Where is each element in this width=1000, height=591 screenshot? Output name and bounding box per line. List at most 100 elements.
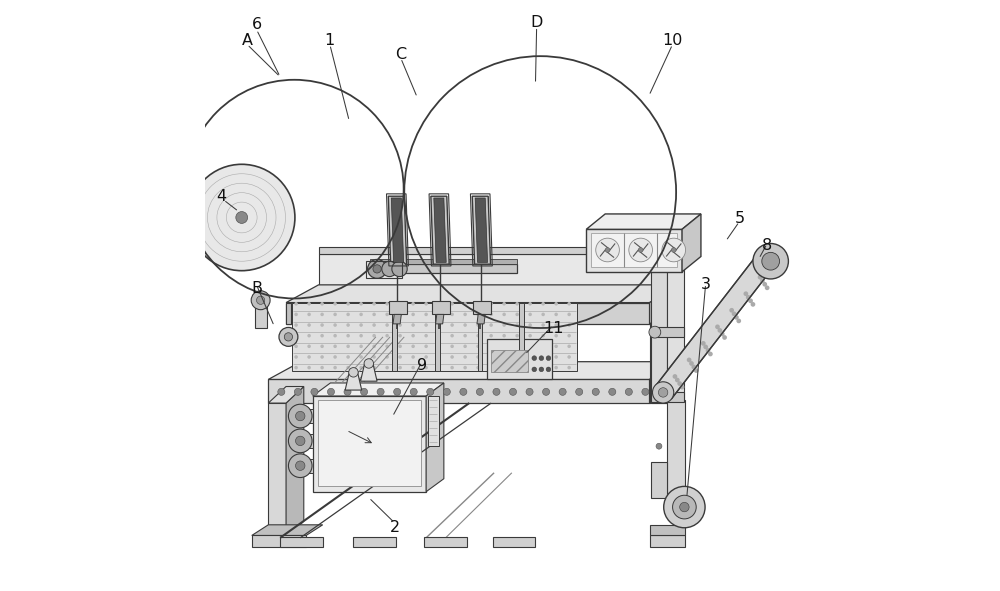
Circle shape bbox=[311, 388, 318, 395]
Circle shape bbox=[189, 164, 295, 271]
Polygon shape bbox=[431, 196, 449, 264]
Circle shape bbox=[673, 374, 677, 379]
Circle shape bbox=[385, 302, 389, 306]
Bar bbox=[294, 434, 313, 448]
Circle shape bbox=[411, 313, 415, 316]
Circle shape bbox=[372, 302, 376, 306]
Bar bbox=[586, 229, 682, 272]
Bar bbox=[370, 264, 517, 273]
Circle shape bbox=[691, 365, 696, 369]
Bar bbox=[667, 258, 684, 403]
Circle shape bbox=[411, 323, 415, 327]
Circle shape bbox=[450, 323, 454, 327]
Circle shape bbox=[463, 323, 467, 327]
Circle shape bbox=[541, 366, 545, 369]
Circle shape bbox=[450, 334, 454, 337]
Bar bbox=[292, 303, 577, 371]
Bar bbox=[318, 400, 421, 486]
Circle shape bbox=[359, 313, 363, 316]
Circle shape bbox=[476, 313, 480, 316]
Text: 11: 11 bbox=[543, 320, 563, 336]
Circle shape bbox=[359, 366, 363, 369]
Polygon shape bbox=[268, 362, 682, 379]
Circle shape bbox=[576, 388, 583, 395]
Circle shape bbox=[748, 298, 753, 303]
Circle shape bbox=[385, 355, 389, 359]
Polygon shape bbox=[682, 214, 701, 272]
Circle shape bbox=[680, 385, 684, 389]
Circle shape bbox=[502, 355, 506, 359]
Circle shape bbox=[346, 366, 350, 369]
Circle shape bbox=[294, 323, 298, 327]
Circle shape bbox=[502, 345, 506, 348]
Polygon shape bbox=[388, 196, 407, 264]
Bar bbox=[651, 258, 667, 403]
Circle shape bbox=[411, 334, 415, 337]
Polygon shape bbox=[268, 387, 304, 403]
Circle shape bbox=[437, 355, 441, 359]
Circle shape bbox=[359, 302, 363, 306]
Circle shape bbox=[368, 259, 387, 278]
Circle shape bbox=[694, 368, 699, 373]
Circle shape bbox=[372, 345, 376, 348]
Text: 8: 8 bbox=[762, 238, 772, 253]
Circle shape bbox=[288, 454, 312, 478]
Circle shape bbox=[638, 248, 643, 252]
Circle shape bbox=[372, 334, 376, 337]
Circle shape bbox=[437, 323, 441, 327]
Circle shape bbox=[652, 382, 674, 403]
Circle shape bbox=[554, 323, 558, 327]
Circle shape bbox=[307, 366, 311, 369]
Polygon shape bbox=[472, 196, 491, 264]
Bar bbox=[491, 350, 528, 372]
Circle shape bbox=[410, 388, 417, 395]
Bar bbox=[280, 537, 323, 547]
Circle shape bbox=[751, 302, 755, 307]
Circle shape bbox=[359, 345, 363, 348]
Circle shape bbox=[320, 313, 324, 316]
Circle shape bbox=[437, 334, 441, 337]
Circle shape bbox=[489, 355, 493, 359]
Polygon shape bbox=[319, 247, 682, 254]
Circle shape bbox=[294, 388, 301, 395]
Circle shape bbox=[296, 436, 305, 446]
Circle shape bbox=[346, 323, 350, 327]
Polygon shape bbox=[650, 285, 682, 324]
Circle shape bbox=[359, 355, 363, 359]
Circle shape bbox=[489, 313, 493, 316]
Circle shape bbox=[502, 302, 506, 306]
Polygon shape bbox=[286, 285, 682, 303]
Circle shape bbox=[687, 358, 691, 362]
Circle shape bbox=[296, 461, 305, 470]
Circle shape bbox=[320, 323, 324, 327]
Circle shape bbox=[554, 313, 558, 316]
Circle shape bbox=[559, 388, 566, 395]
Circle shape bbox=[489, 323, 493, 327]
Text: 9: 9 bbox=[417, 358, 427, 373]
Circle shape bbox=[320, 334, 324, 337]
Circle shape bbox=[528, 302, 532, 306]
Circle shape bbox=[398, 366, 402, 369]
Circle shape bbox=[463, 313, 467, 316]
Text: A: A bbox=[242, 33, 253, 48]
Circle shape bbox=[307, 345, 311, 348]
Circle shape bbox=[554, 355, 558, 359]
Circle shape bbox=[361, 388, 368, 395]
Text: C: C bbox=[395, 47, 406, 62]
Circle shape bbox=[675, 378, 680, 382]
Circle shape bbox=[502, 366, 506, 369]
Circle shape bbox=[320, 302, 324, 306]
Circle shape bbox=[515, 313, 519, 316]
Circle shape bbox=[385, 323, 389, 327]
Bar bbox=[286, 303, 650, 324]
Circle shape bbox=[346, 345, 350, 348]
Circle shape bbox=[476, 302, 480, 306]
Bar bbox=[591, 233, 677, 267]
Polygon shape bbox=[393, 314, 401, 324]
Circle shape bbox=[489, 366, 493, 369]
Circle shape bbox=[450, 355, 454, 359]
Circle shape bbox=[398, 323, 402, 327]
Circle shape bbox=[528, 366, 532, 369]
Polygon shape bbox=[434, 198, 446, 262]
Circle shape bbox=[333, 313, 337, 316]
